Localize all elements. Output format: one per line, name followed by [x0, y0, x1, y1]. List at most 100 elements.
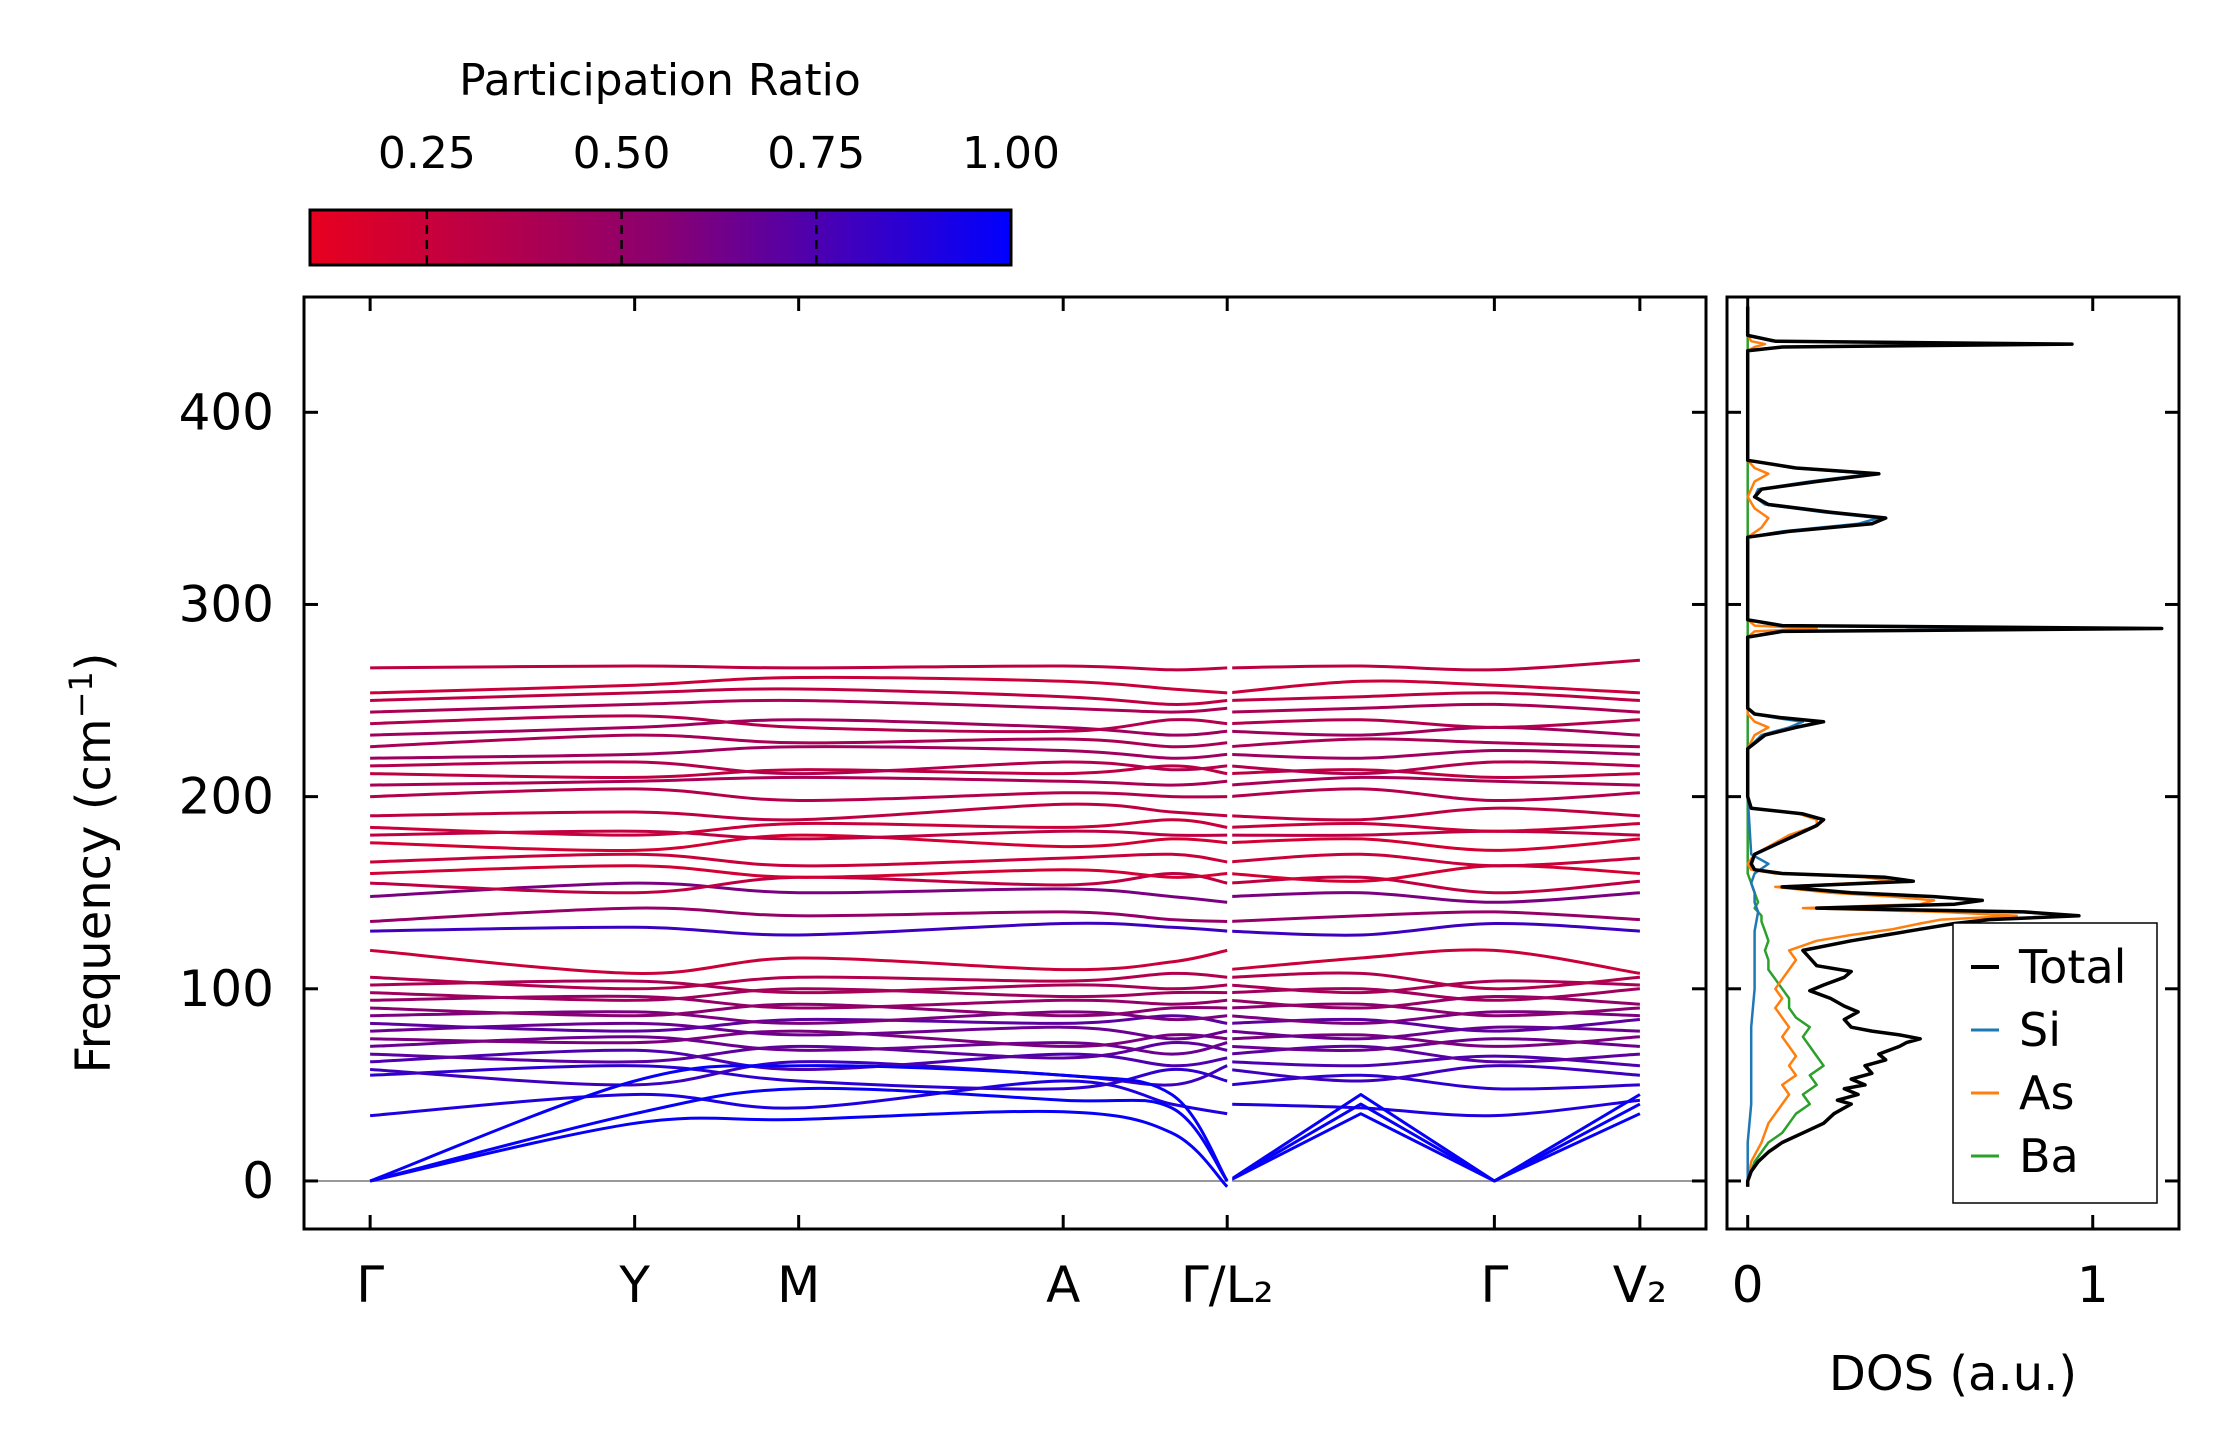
optical-branch-segment-2	[1228, 718, 1640, 729]
optical-branch-segment-1	[370, 1029, 1228, 1048]
x-tick-label: Γ/L₂	[1181, 1256, 1274, 1314]
optical-branch-segment-2	[1228, 891, 1640, 904]
colorbar-ticks: 0.25 0.50 0.75 1.00	[378, 128, 1060, 265]
acoustic-branch-segment-2	[1227, 1112, 1641, 1183]
dos-plot-frame	[1725, 295, 2181, 1231]
optical-branch-segment-1	[370, 1060, 1228, 1087]
optical-branch-segment-2	[1228, 921, 1640, 937]
optical-branch-segment-1	[370, 760, 1228, 776]
band-plot-frame	[302, 295, 1708, 1231]
optical-branch-segment-1	[370, 1048, 1228, 1072]
optical-branch-segment-2	[1228, 737, 1640, 749]
dos-curves	[1745, 306, 2164, 1187]
colorbar-tick-label: 0.75	[767, 128, 865, 179]
x-tick-label: A	[1046, 1256, 1080, 1314]
optical-branch-segment-1	[370, 687, 1228, 706]
optical-branch-segment-1	[370, 675, 1228, 695]
x-tick-label: M	[777, 1256, 820, 1314]
band-structure-panel: 0 100 200 300 400 Γ Y M A Γ/L₂ Γ V₂ Frequency (cm−1…	[62, 295, 1708, 1314]
optical-branch-segment-1	[370, 764, 1228, 779]
colorbar-gradient	[308, 208, 1013, 267]
optical-branch-segment-2	[1228, 775, 1640, 787]
optical-branch-segment-2	[1228, 948, 1641, 975]
dos-x-tick-label: 0	[1732, 1256, 1764, 1314]
x-axis-label-dos: DOS (a.u.)	[1829, 1346, 2077, 1402]
optical-branch-segment-1	[370, 664, 1228, 672]
dos-curve-as	[1746, 306, 2019, 1187]
optical-branch-segment-2	[1228, 971, 1641, 991]
optical-branch-segment-1	[370, 1021, 1228, 1041]
colorbar: Participation Ratio 0.25 0.50 0.75 1.00	[308, 55, 1060, 267]
optical-branch-segment-1	[370, 787, 1228, 803]
optical-branch-segment-2	[1228, 725, 1640, 737]
x-tick-label: V₂	[1613, 1256, 1667, 1314]
colorbar-title: Participation Ratio	[459, 55, 861, 106]
optical-branch-segment-2	[1228, 760, 1640, 776]
optical-branch-segment-2	[1228, 1098, 1641, 1118]
optical-branch-segment-2	[1228, 806, 1640, 822]
y-tick-label: 200	[179, 768, 274, 826]
dos-curve-ba	[1746, 306, 1825, 1187]
optical-branch-segment-1	[370, 987, 1228, 1002]
optical-branch-segment-2	[1228, 1073, 1640, 1091]
optical-branch-segment-2	[1228, 837, 1641, 852]
colorbar-tick-label: 0.50	[573, 128, 671, 179]
y-tick-label: 400	[179, 383, 274, 441]
optical-branch-segment-1	[370, 714, 1228, 734]
optical-branch-segment-2	[1228, 679, 1640, 695]
optical-branch-segment-1	[370, 1041, 1228, 1064]
optical-branch-segment-2	[1228, 864, 1640, 883]
optical-branch-segment-2	[1228, 852, 1640, 868]
optical-branch-segment-1	[370, 745, 1228, 760]
acoustic-branch-segment-1	[369, 1109, 1229, 1188]
y-tick-label: 300	[179, 575, 274, 633]
y-axis-label: Frequency (cm−1)	[62, 652, 122, 1073]
legend-label: Si	[2019, 1003, 2061, 1057]
y-tick-label: 0	[242, 1152, 274, 1210]
optical-branch-segment-1	[370, 775, 1228, 787]
acoustic-branch-segment-1	[369, 1064, 1229, 1183]
optical-branch-segment-2	[1228, 910, 1640, 923]
acoustic-branch-segment-1	[369, 1086, 1229, 1183]
segment-break-gap	[1228, 297, 1233, 1229]
optical-branch-segment-2	[1228, 748, 1640, 760]
optical-branch-segment-1	[370, 818, 1228, 837]
optical-branch-segment-2	[1228, 821, 1640, 833]
optical-branch-segment-1	[370, 1010, 1228, 1025]
legend-label: Total	[2018, 940, 2126, 994]
colorbar-tick-label: 1.00	[962, 128, 1060, 179]
optical-branch-segment-1	[370, 802, 1228, 822]
optical-branch-segment-1	[370, 881, 1228, 904]
optical-branch-segment-1	[370, 852, 1228, 868]
optical-branch-segment-2	[1228, 1064, 1640, 1083]
legend-label: As	[2019, 1066, 2074, 1120]
x-tick-label: Γ	[1480, 1256, 1508, 1314]
optical-branch-segment-2	[1228, 994, 1640, 1010]
optical-branch-segment-1	[369, 948, 1228, 975]
band-axes: 0 100 200 300 400 Γ Y M A Γ/L₂ Γ V₂	[179, 295, 1708, 1314]
legend-label: Ba	[2019, 1129, 2079, 1183]
phonon-branches	[304, 297, 1706, 1229]
optical-branch-segment-1	[370, 906, 1228, 923]
optical-branch-segment-1	[370, 1035, 1228, 1056]
optical-branch-segment-1	[370, 994, 1228, 1010]
x-tick-label: Γ	[356, 1256, 384, 1314]
optical-branch-segment-1	[370, 1064, 1228, 1091]
optical-branch-segment-2	[1228, 1025, 1640, 1041]
optical-branch-segment-1	[370, 1002, 1228, 1018]
colorbar-tick-label: 0.25	[378, 128, 476, 179]
optical-branch-segment-1	[370, 971, 1228, 991]
optical-branch-segment-1	[370, 833, 1228, 853]
optical-branch-segment-2	[1228, 1054, 1640, 1068]
optical-branch-segment-2	[1228, 658, 1640, 672]
optical-branch-segment-1	[370, 718, 1228, 737]
optical-branch-segment-2	[1228, 691, 1640, 702]
optical-branch-segment-2	[1228, 829, 1640, 837]
dos-curve-total	[1745, 306, 2164, 1187]
optical-branch-segment-1	[370, 979, 1228, 995]
optical-branch-segment-2	[1228, 702, 1640, 714]
acoustic-branch-segment-2	[1227, 1102, 1641, 1183]
